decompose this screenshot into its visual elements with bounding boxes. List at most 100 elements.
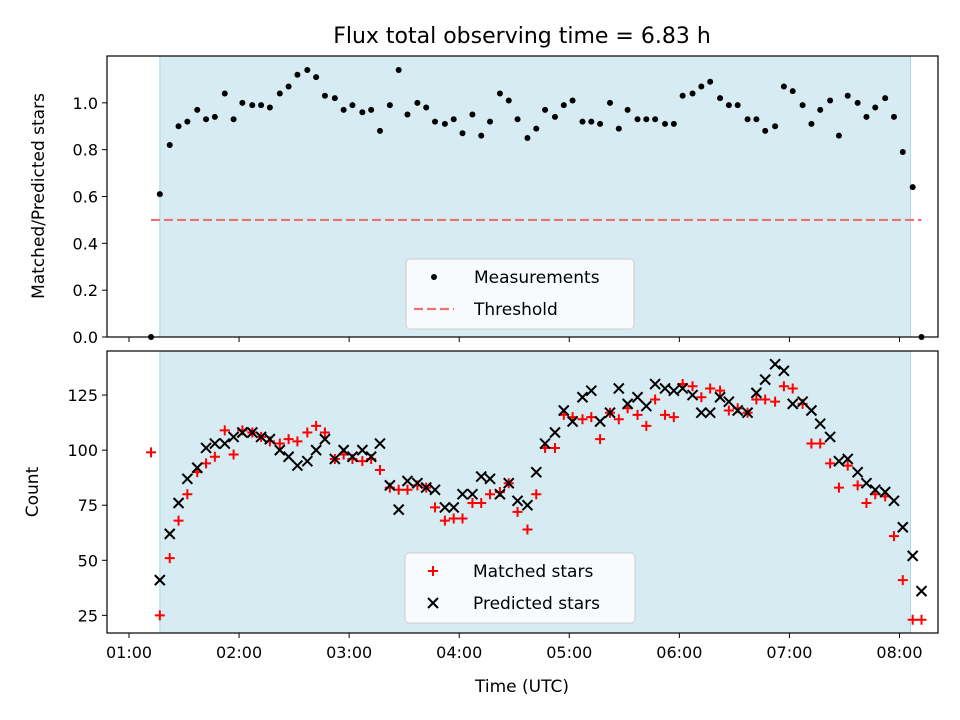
matched-star-point — [660, 409, 671, 420]
matched-star-point — [632, 409, 643, 420]
x-tick-label: 08:00 — [876, 643, 922, 662]
ratio-y-tick-label: 1.0 — [73, 94, 98, 113]
predicted-star-point — [576, 391, 589, 403]
legend-measurements-marker — [431, 274, 437, 280]
matched-star-point — [457, 513, 468, 524]
predicted-star-point — [154, 574, 166, 586]
measurement-point — [386, 102, 393, 109]
matched-star-point — [219, 425, 230, 436]
measurement-point — [835, 132, 842, 139]
measurement-point — [817, 106, 824, 113]
matched-star-point — [888, 531, 899, 542]
predicted-star-point — [494, 488, 506, 500]
measurement-point — [175, 123, 182, 130]
measurement-point — [560, 102, 567, 109]
predicted-star-point — [631, 391, 644, 403]
predicted-star-point — [704, 406, 716, 419]
predicted-star-point — [411, 477, 424, 489]
legend-label: Matched stars — [473, 562, 593, 582]
predicted-star-point — [329, 453, 341, 465]
measurement-point — [597, 120, 604, 127]
measurement-point — [359, 109, 366, 116]
predicted-star-point — [530, 466, 542, 478]
measurement-point — [514, 116, 521, 123]
x-tick-label: 05:00 — [546, 643, 592, 662]
predicted-star-point — [291, 459, 304, 472]
predicted-star-point — [365, 451, 377, 463]
matched-star-point — [815, 438, 826, 449]
predicted-star-point — [558, 404, 570, 417]
matched-star-point — [274, 438, 285, 449]
predicted-star-point — [200, 442, 212, 454]
measurement-point — [734, 102, 741, 109]
measurement-point — [679, 92, 686, 99]
matched-star-point — [825, 458, 836, 469]
predicted-star-point — [695, 406, 708, 419]
predicted-star-point — [897, 521, 909, 533]
measurement-point — [551, 113, 558, 120]
ratio-legend: Measurements Threshold — [405, 258, 635, 330]
matched-star-point — [311, 420, 322, 431]
predicted-star-point — [392, 503, 405, 516]
predicted-star-point — [814, 417, 826, 430]
measurement-point — [863, 113, 870, 120]
measurement-point — [909, 184, 916, 191]
predicted-star-point — [420, 481, 432, 494]
matched-star-point — [164, 553, 175, 564]
count-y-tick-label: 125 — [67, 386, 98, 405]
measurement-point — [844, 92, 851, 99]
predicted-star-point — [484, 473, 496, 485]
measurement-point — [321, 92, 328, 99]
measurement-point — [276, 90, 283, 97]
predicted-star-point — [585, 384, 597, 397]
matched-star-point — [723, 405, 734, 416]
measurement-point — [744, 116, 751, 123]
predicted-star-point — [915, 585, 928, 597]
matched-star-point — [907, 614, 918, 625]
matched-star-point — [476, 498, 487, 509]
predicted-star-point — [274, 444, 286, 456]
x-tick-label: 06:00 — [656, 643, 702, 662]
predicted-star-point — [466, 488, 479, 500]
predicted-star-point — [246, 426, 258, 439]
measurement-point — [624, 106, 631, 113]
measurement-point — [304, 67, 311, 74]
predicted-star-point — [448, 501, 460, 514]
measurement-point — [487, 118, 494, 125]
predicted-star-point — [282, 451, 295, 463]
x-tick-label: 02:00 — [216, 643, 262, 662]
predicted-star-point — [191, 462, 203, 474]
predicted-star-point — [264, 433, 276, 445]
measurement-point — [239, 99, 246, 106]
measurement-point — [423, 104, 430, 111]
predicted-star-point — [805, 404, 818, 417]
measurement-point — [368, 106, 375, 113]
measurement-point — [652, 116, 659, 123]
measurement-point — [313, 74, 320, 81]
predicted-star-point — [851, 466, 864, 478]
measurement-point — [431, 118, 438, 125]
measurement-point — [607, 99, 614, 106]
measurement-point — [854, 99, 861, 106]
measurement-point — [615, 125, 622, 132]
measurement-point — [166, 141, 173, 148]
measurement-point — [376, 127, 383, 134]
ratio-y-tick-label: 0.6 — [73, 188, 98, 207]
matched-star-point — [696, 392, 707, 403]
predicted-star-point — [668, 384, 680, 397]
measurement-point — [643, 116, 650, 123]
matched-star-point — [429, 502, 440, 513]
legend-label: Predicted stars — [473, 594, 600, 614]
predicted-star-point — [172, 497, 185, 509]
ratio-y-tick-label: 0.8 — [73, 141, 98, 160]
predicted-star-point — [741, 406, 754, 419]
matched-star-point — [897, 575, 908, 586]
measurement-point — [533, 125, 540, 132]
measurement-point — [524, 134, 531, 141]
matched-star-point — [182, 489, 193, 500]
measurement-point — [496, 90, 503, 97]
predicted-star-point — [796, 395, 809, 408]
measurement-point — [340, 106, 347, 113]
measurement-point — [441, 120, 448, 127]
matched-star-point — [705, 383, 716, 394]
